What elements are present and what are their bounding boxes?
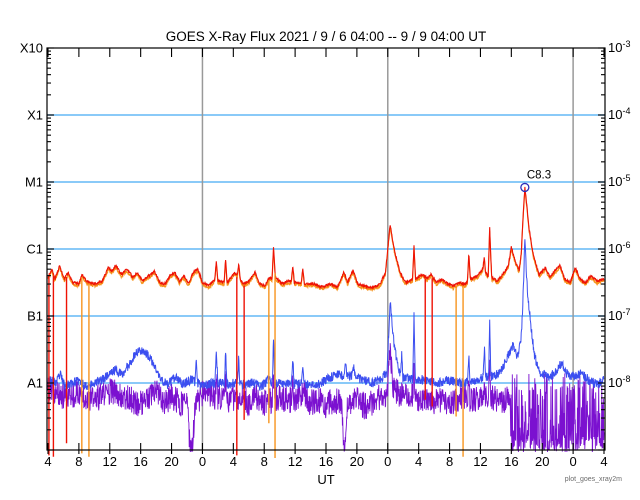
flux-value-label: 10-6 bbox=[608, 240, 630, 256]
x-tick-label: 20 bbox=[350, 454, 364, 469]
flare-peak-marker bbox=[520, 182, 530, 193]
x-tick-label: 16 bbox=[319, 454, 333, 469]
flux-class-label: C1 bbox=[26, 242, 43, 257]
x-tick-label: 4 bbox=[600, 454, 607, 469]
x-tick-label: 12 bbox=[473, 454, 487, 469]
series-xray-short-primary bbox=[47, 239, 605, 392]
x-tick-label: 8 bbox=[446, 454, 453, 469]
plot-render-root: 4 8 12 16 20 0 4 8 12 16 20 0 4 8 12 16 20 0 4 X10 X1 M1 C1 B1 A… bbox=[20, 39, 631, 469]
x-tick-label: 8 bbox=[261, 454, 268, 469]
series-xray-long-primary bbox=[47, 186, 605, 290]
chart-title: GOES X-Ray Flux 2021 / 9 / 6 04:00 -- 9 … bbox=[166, 29, 486, 44]
data-gap-lines bbox=[48, 273, 464, 458]
flux-class-label: X1 bbox=[27, 108, 43, 123]
flux-class-label: B1 bbox=[27, 309, 43, 324]
x-tick-label: 0 bbox=[199, 454, 206, 469]
axis-ticks bbox=[47, 47, 605, 454]
x-tick-label: 12 bbox=[103, 454, 117, 469]
flux-class-label: M1 bbox=[25, 175, 43, 190]
x-tick-labels: 4 8 12 16 20 0 4 8 12 16 20 0 4 8 12 16 20 0 4 bbox=[44, 454, 607, 469]
flux-value-label: 10-4 bbox=[608, 106, 630, 122]
y-right-flux-labels: 10-3 10-4 10-5 10-6 10-7 10-8 bbox=[608, 39, 630, 390]
flux-class-label: A1 bbox=[27, 376, 43, 391]
x-axis-label: UT bbox=[317, 472, 334, 487]
flux-value-label: 10-5 bbox=[608, 173, 630, 189]
x-tick-label: 16 bbox=[504, 454, 518, 469]
x-tick-label: 20 bbox=[535, 454, 549, 469]
x-tick-label: 8 bbox=[75, 454, 82, 469]
x-tick-label: 0 bbox=[384, 454, 391, 469]
flare-annotation-label: C8.3 bbox=[527, 169, 551, 181]
x-tick-label: 16 bbox=[133, 454, 147, 469]
x-tick-label: 4 bbox=[230, 454, 237, 469]
flux-value-label: 10-7 bbox=[608, 307, 630, 323]
series-xray-short-secondary bbox=[47, 343, 605, 452]
x-tick-label: 4 bbox=[415, 454, 422, 469]
series-traces bbox=[47, 186, 605, 452]
x-tick-label: 12 bbox=[288, 454, 302, 469]
flux-class-label: X10 bbox=[20, 41, 43, 56]
x-tick-label: 20 bbox=[164, 454, 178, 469]
flux-value-label: 10-8 bbox=[608, 374, 630, 390]
y-left-class-labels: X10 X1 M1 C1 B1 A1 bbox=[20, 41, 43, 391]
x-tick-label: 0 bbox=[569, 454, 576, 469]
x-tick-label: 4 bbox=[44, 454, 51, 469]
flux-value-label: 10-3 bbox=[608, 39, 630, 55]
plot-filename-caption: plot_goes_xray2m bbox=[565, 476, 622, 483]
